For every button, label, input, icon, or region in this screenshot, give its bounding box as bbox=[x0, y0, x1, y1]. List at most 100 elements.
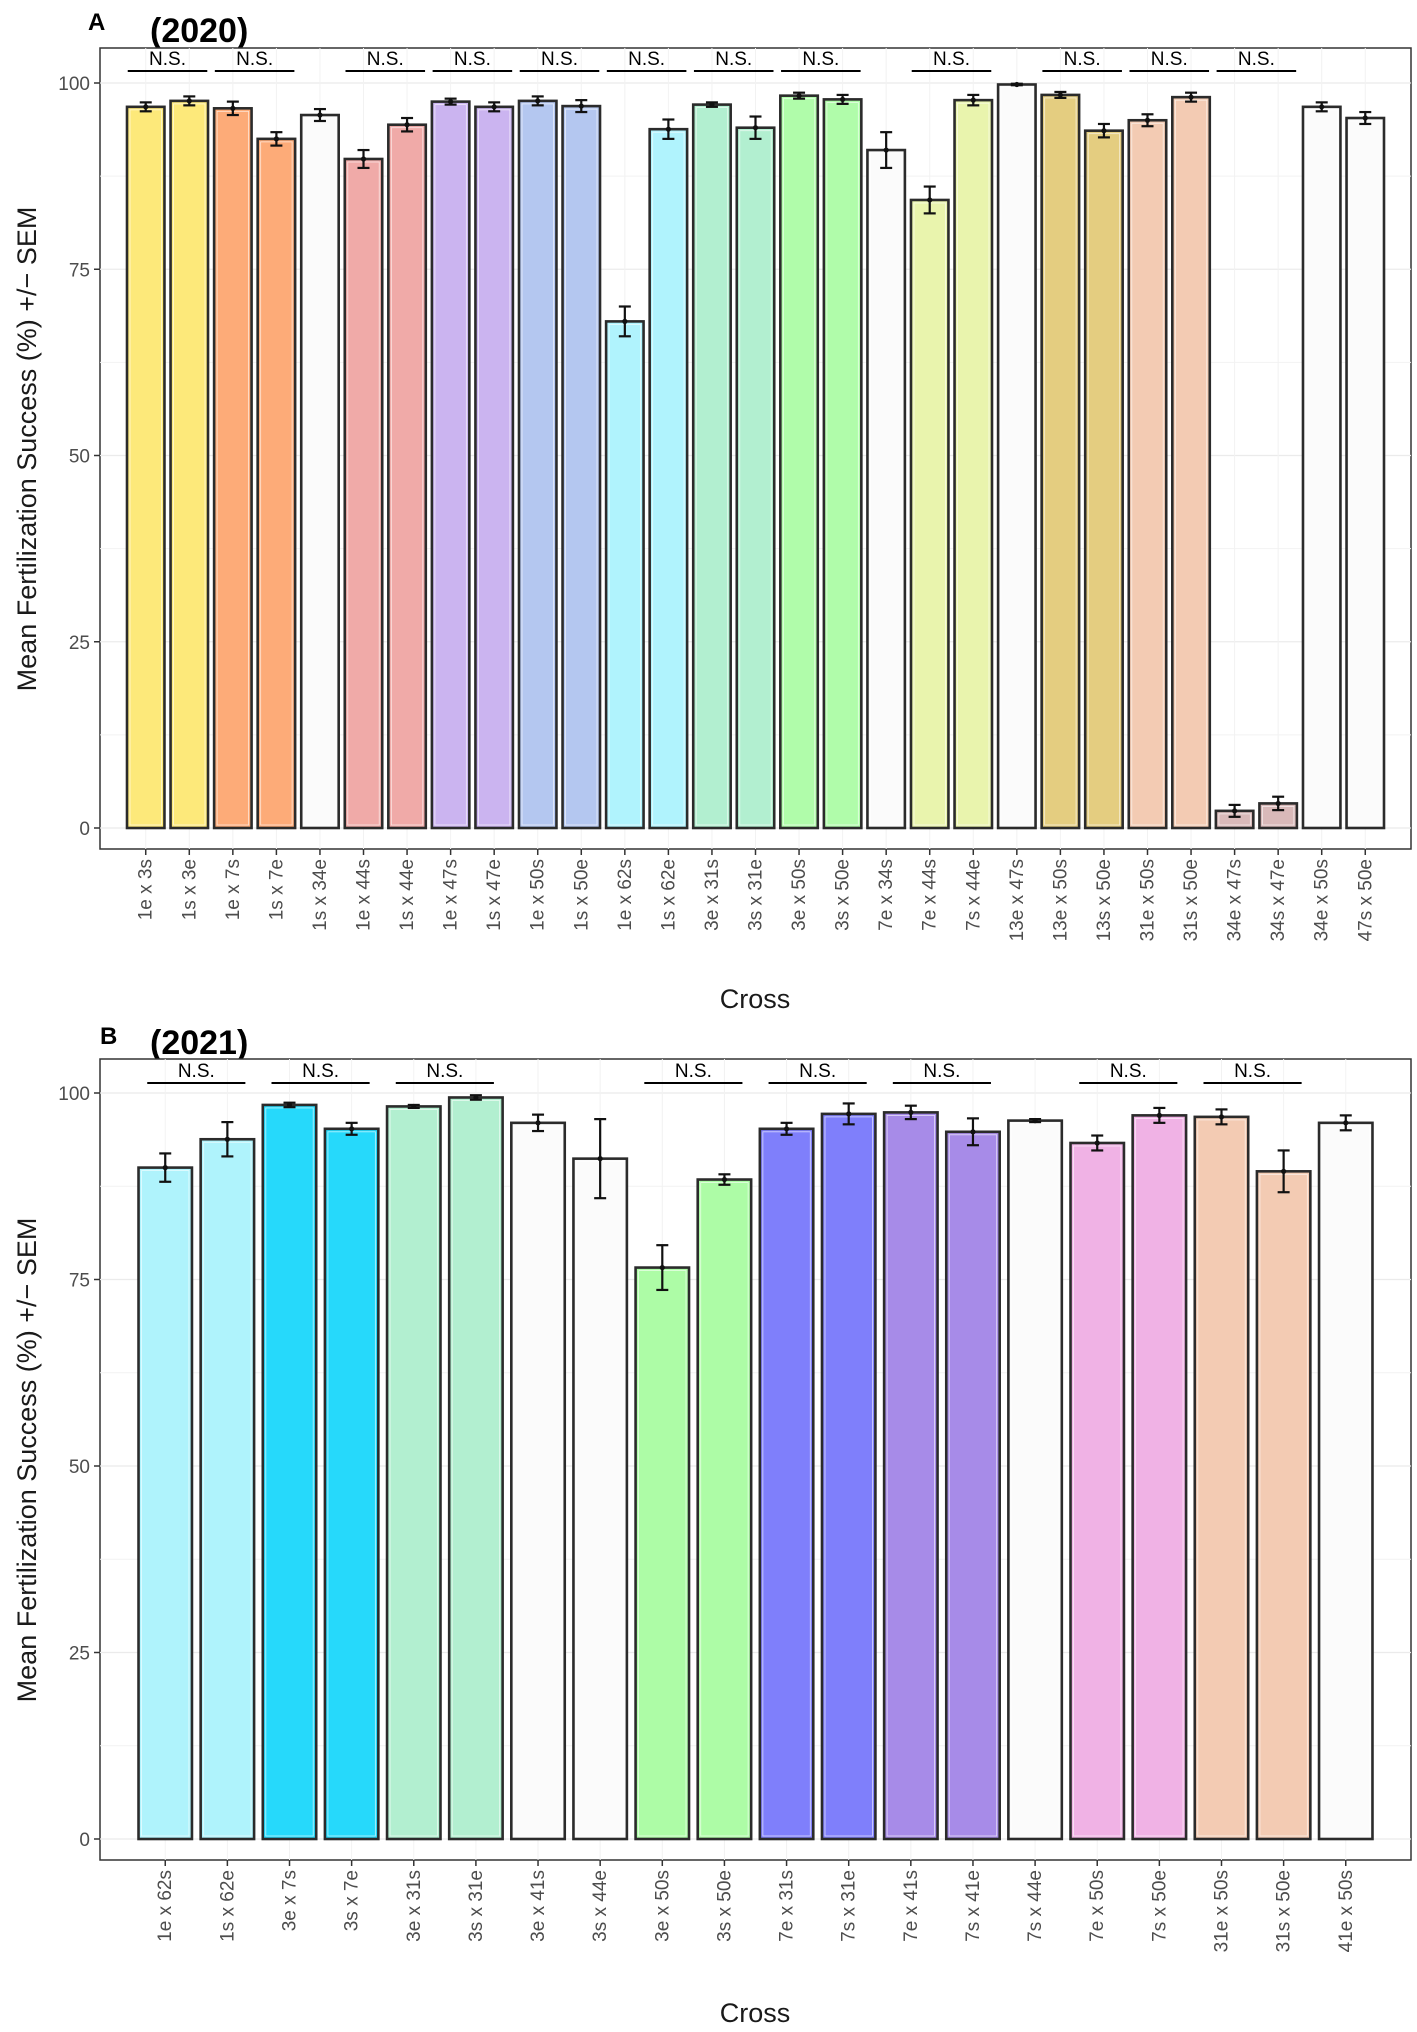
bar-group bbox=[696, 1173, 753, 1841]
x-tick-label: 7e x 34s bbox=[876, 859, 897, 931]
x-tick-label: 34e x 47s bbox=[1225, 859, 1246, 941]
mean-point bbox=[535, 98, 541, 104]
ns-label: N.S. bbox=[541, 49, 578, 70]
bar-inner-outline bbox=[389, 1109, 438, 1837]
x-tick-label: 1e x 50s bbox=[528, 859, 549, 931]
bar bbox=[572, 1157, 629, 1841]
bar-group bbox=[474, 101, 515, 830]
x-tick-label: 3s x 50e bbox=[714, 1870, 735, 1942]
ns-annotation: N.S. bbox=[271, 1061, 370, 1084]
mean-point bbox=[846, 1111, 852, 1117]
bar-group bbox=[323, 1121, 380, 1841]
bar bbox=[1069, 1141, 1126, 1841]
mean-point bbox=[1343, 1120, 1349, 1126]
mean-point bbox=[1232, 808, 1238, 814]
x-tick-label: 3e x 31s bbox=[702, 859, 723, 931]
bar bbox=[385, 1105, 442, 1841]
bar-group bbox=[430, 97, 471, 830]
bar-group bbox=[1040, 90, 1081, 830]
ns-annotations: N.S. N.S. N.S. N.S. N.S. N.S. N.S. N.S. bbox=[147, 1061, 1302, 1084]
bar-group bbox=[1345, 110, 1386, 830]
bars bbox=[137, 1094, 1374, 1841]
x-tick-label: 47s x 50e bbox=[1355, 859, 1376, 941]
x-tick-label: 7s x 50e bbox=[1149, 1870, 1170, 1942]
bar bbox=[169, 99, 210, 830]
x-tick-label: 3e x 41s bbox=[528, 1870, 549, 1942]
bar-group bbox=[256, 131, 297, 830]
bar bbox=[634, 1266, 691, 1841]
mean-point bbox=[1057, 92, 1063, 98]
bar bbox=[820, 1112, 877, 1841]
mean-point bbox=[448, 99, 454, 105]
bar bbox=[882, 1111, 939, 1841]
bar bbox=[1007, 1119, 1064, 1841]
bar bbox=[696, 1178, 753, 1841]
bar bbox=[1317, 1121, 1374, 1841]
x-tick-label: 13e x 47s bbox=[1007, 859, 1028, 941]
bar-group bbox=[125, 101, 166, 830]
bar-group bbox=[385, 1103, 442, 1841]
x-tick-label: 3s x 7e bbox=[342, 1870, 363, 1931]
ns-annotation: N.S. bbox=[395, 1061, 494, 1084]
bar-inner-outline bbox=[1010, 1123, 1060, 1837]
mean-point bbox=[1275, 800, 1281, 807]
bar-group bbox=[882, 1104, 939, 1841]
x-tick-label: 1s x 47e bbox=[484, 859, 505, 931]
bar-group bbox=[212, 100, 253, 830]
x-tick-label: 3e x 50s bbox=[789, 859, 810, 931]
bar-group bbox=[779, 91, 820, 830]
ns-annotation: N.S. bbox=[1216, 49, 1297, 72]
bar bbox=[1083, 129, 1124, 830]
ns-annotation: N.S. bbox=[1042, 49, 1122, 72]
x-axis-title: Cross bbox=[720, 1998, 791, 2028]
mean-point bbox=[597, 1156, 603, 1162]
bar bbox=[1171, 95, 1212, 830]
bar bbox=[735, 126, 776, 830]
bar-group bbox=[996, 81, 1037, 830]
bar-group bbox=[1007, 1118, 1064, 1841]
plot-panel bbox=[99, 1058, 1412, 1861]
bar bbox=[1193, 1115, 1250, 1841]
bar-group bbox=[953, 93, 994, 830]
mean-point bbox=[1144, 117, 1151, 123]
ns-annotation: N.S. bbox=[644, 1061, 743, 1084]
mean-point bbox=[970, 97, 976, 103]
ns-label: N.S. bbox=[799, 1061, 836, 1082]
x-tick-label: 41e x 50s bbox=[1336, 1870, 1357, 1952]
mean-point bbox=[1014, 81, 1020, 88]
ns-annotation: N.S. bbox=[606, 49, 687, 72]
bar-group bbox=[169, 95, 210, 830]
bar-inner-outline bbox=[1000, 87, 1033, 826]
bar-group bbox=[1131, 1106, 1188, 1841]
x-tick-label: 7e x 50s bbox=[1087, 1870, 1108, 1942]
mean-point bbox=[622, 318, 628, 324]
bar-group bbox=[387, 116, 428, 830]
bar-group bbox=[648, 118, 689, 830]
bar bbox=[909, 198, 950, 830]
x-tick-label: 31e x 50s bbox=[1137, 859, 1158, 941]
x-tick-label: 7s x 31e bbox=[839, 1870, 860, 1942]
mean-point bbox=[659, 1264, 665, 1271]
mean-point bbox=[721, 1176, 728, 1183]
x-tick-label: 13s x 50e bbox=[1094, 859, 1115, 941]
mean-point bbox=[491, 104, 497, 110]
bar bbox=[387, 123, 428, 830]
bar-group bbox=[691, 101, 732, 830]
ns-label: N.S. bbox=[628, 49, 665, 70]
mean-point bbox=[186, 98, 192, 104]
y-tick-label: 0 bbox=[79, 819, 90, 840]
bar bbox=[604, 320, 645, 830]
bar-group bbox=[758, 1121, 815, 1841]
x-tick-label: 3s x 31e bbox=[746, 859, 767, 931]
x-tick-label: 1e x 44s bbox=[354, 859, 375, 931]
x-tick-label: 1s x 62e bbox=[217, 1870, 238, 1942]
y-tick-label: 75 bbox=[69, 1271, 90, 1292]
x-tick-label: 7s x 44e bbox=[1025, 1870, 1046, 1942]
bar-group bbox=[510, 1113, 567, 1841]
ns-label: N.S. bbox=[367, 49, 404, 70]
x-tick-label: 1s x 34e bbox=[310, 859, 331, 931]
y-tick-label: 100 bbox=[58, 74, 90, 95]
mean-point bbox=[970, 1129, 976, 1135]
x-tick-label: 1e x 3s bbox=[136, 859, 157, 920]
